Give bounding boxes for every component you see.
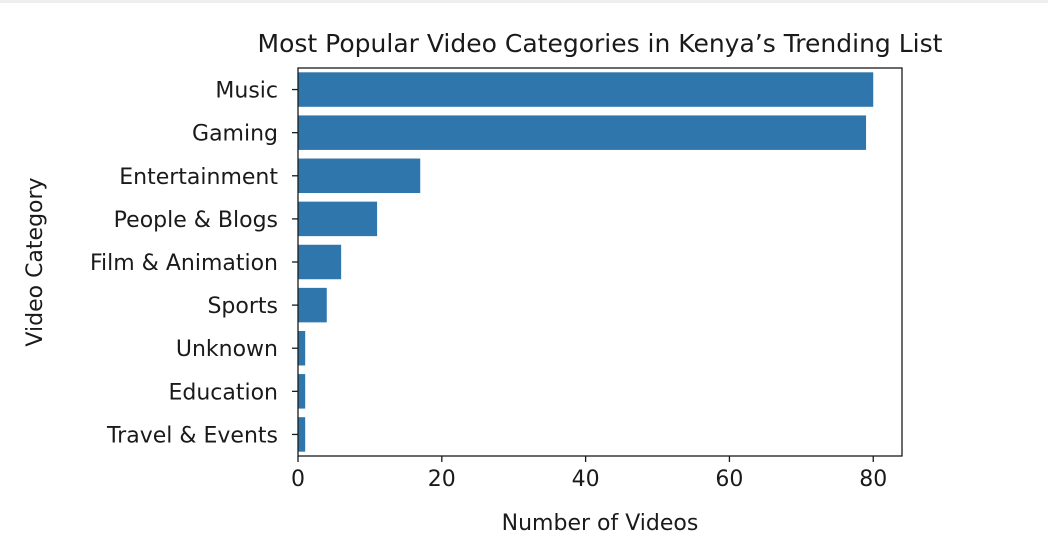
y-axis-ticks: Music Gaming Entertainment People & Blogs Fi…	[90, 79, 298, 448]
x-axis-ticks: 0 20 40 60 80	[291, 456, 887, 492]
y-tick-label-education: Education	[168, 380, 278, 405]
x-tick-label-60: 60	[715, 467, 743, 492]
bar-film-and-animation	[298, 244, 342, 280]
y-tick-label-film-and-animation: Film & Animation	[90, 251, 278, 276]
top-border	[0, 0, 1048, 3]
bar-education	[298, 374, 306, 409]
y-tick-label-unknown: Unknown	[176, 337, 278, 362]
bar-unknown	[298, 330, 306, 366]
x-axis-label: Number of Videos	[502, 511, 699, 536]
x-tick-label-40: 40	[572, 467, 600, 492]
y-tick-label-travel-and-events: Travel & Events	[106, 423, 278, 448]
x-tick-label-0: 0	[291, 467, 305, 492]
y-tick-label-music: Music	[215, 79, 278, 104]
y-tick-label-people-and-blogs: People & Blogs	[114, 208, 278, 233]
x-tick-label-80: 80	[859, 467, 887, 492]
bar-gaming	[298, 115, 867, 150]
x-tick-label-20: 20	[428, 467, 456, 492]
bars-layer	[298, 72, 874, 452]
y-tick-label-entertainment: Entertainment	[119, 165, 278, 190]
bar-people-and-blogs	[298, 201, 378, 237]
bar-travel-and-events	[298, 417, 306, 452]
plot-frame	[297, 67, 903, 457]
bar-sports	[298, 287, 327, 323]
bar-music	[298, 72, 874, 107]
chart-title: Most Popular Video Categories in Kenya’s…	[258, 29, 943, 58]
y-tick-label-gaming: Gaming	[192, 122, 278, 147]
bar-entertainment	[298, 158, 421, 194]
y-axis-label: Video Category	[23, 177, 48, 346]
y-tick-label-sports: Sports	[207, 294, 278, 319]
